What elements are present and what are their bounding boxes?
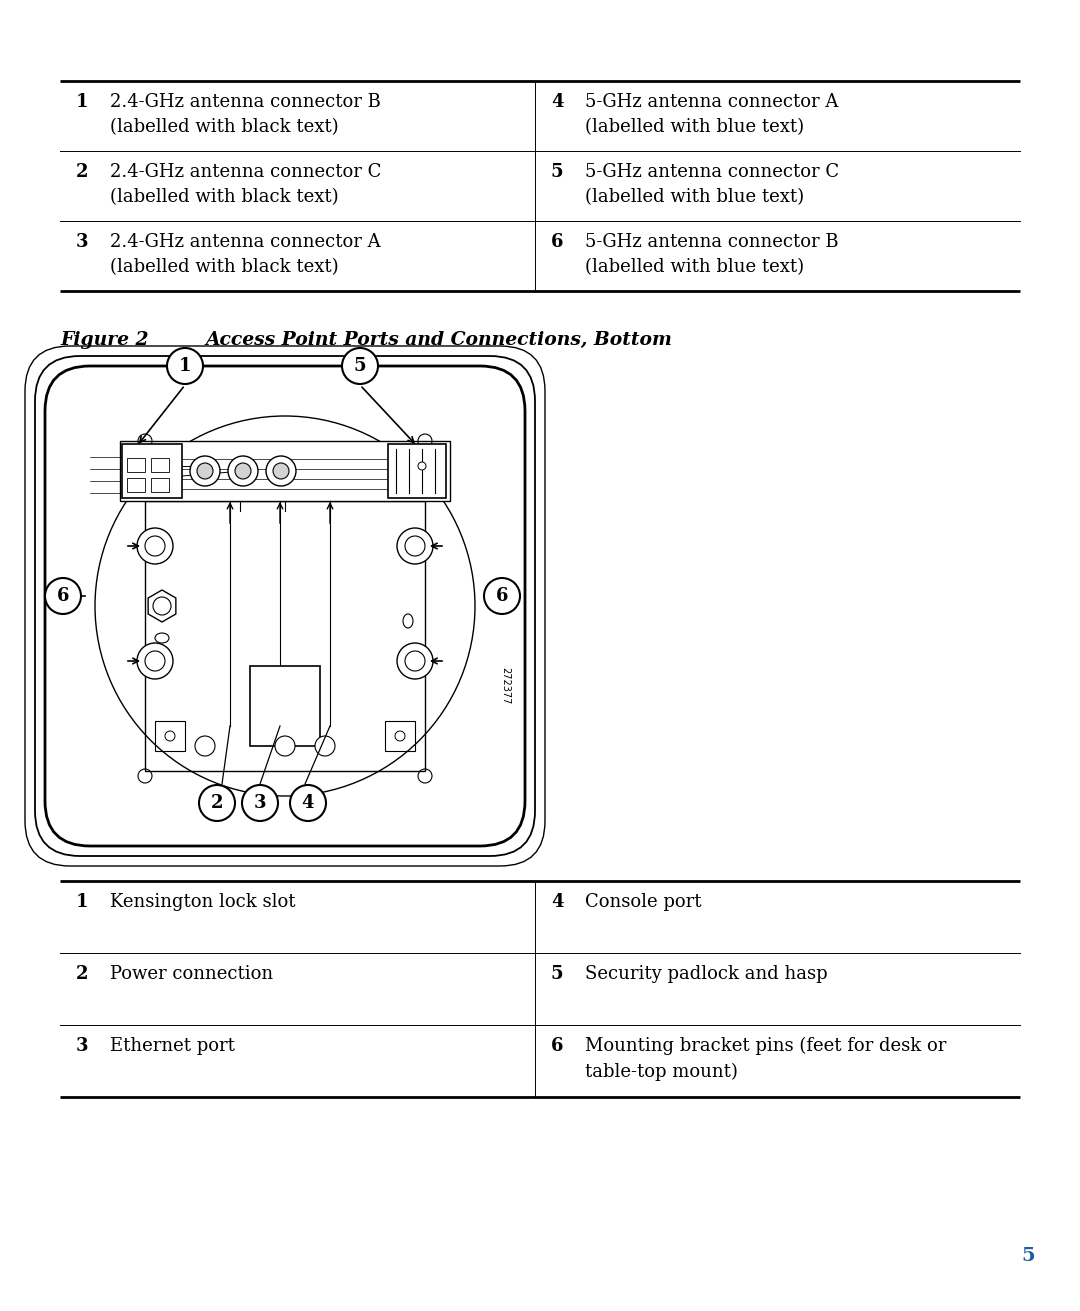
Text: Figure 2: Figure 2 <box>60 330 149 349</box>
Bar <box>127 479 145 492</box>
Circle shape <box>405 536 426 556</box>
Circle shape <box>242 785 278 821</box>
Circle shape <box>197 463 213 479</box>
Circle shape <box>291 785 326 821</box>
Circle shape <box>45 578 81 614</box>
Circle shape <box>484 578 519 614</box>
Text: Ethernet port: Ethernet port <box>110 1037 234 1055</box>
Circle shape <box>397 528 433 564</box>
Text: 5-GHz antenna connector A
(labelled with blue text): 5-GHz antenna connector A (labelled with… <box>585 93 838 136</box>
Circle shape <box>190 456 220 486</box>
Circle shape <box>145 536 165 556</box>
Text: 4: 4 <box>551 93 564 111</box>
Bar <box>388 444 446 498</box>
Bar <box>384 721 415 751</box>
Text: 2.4-GHz antenna connector B
(labelled with black text): 2.4-GHz antenna connector B (labelled wi… <box>110 93 381 136</box>
Text: 6: 6 <box>496 587 509 604</box>
Text: 2.4-GHz antenna connector A
(labelled with black text): 2.4-GHz antenna connector A (labelled wi… <box>110 233 380 277</box>
Text: 1: 1 <box>76 893 89 911</box>
Circle shape <box>235 463 251 479</box>
Circle shape <box>137 642 173 679</box>
Text: 2: 2 <box>76 163 89 181</box>
Circle shape <box>228 456 258 486</box>
Text: 6: 6 <box>551 1037 564 1055</box>
Circle shape <box>195 735 215 756</box>
Text: 3: 3 <box>254 794 267 812</box>
Circle shape <box>273 463 289 479</box>
Text: 3: 3 <box>76 233 89 250</box>
Text: Power connection: Power connection <box>110 965 273 983</box>
Text: 2: 2 <box>76 965 89 983</box>
Text: Security padlock and hasp: Security padlock and hasp <box>585 965 827 983</box>
Bar <box>249 666 320 746</box>
FancyBboxPatch shape <box>45 366 525 846</box>
Circle shape <box>199 785 235 821</box>
Text: 5-GHz antenna connector C
(labelled with blue text): 5-GHz antenna connector C (labelled with… <box>585 163 839 206</box>
Text: Console port: Console port <box>585 893 702 911</box>
Text: 6: 6 <box>551 233 564 250</box>
Bar <box>120 440 450 501</box>
Circle shape <box>145 652 165 671</box>
Text: 2.4-GHz antenna connector C
(labelled with black text): 2.4-GHz antenna connector C (labelled wi… <box>110 163 381 206</box>
Circle shape <box>418 461 426 471</box>
Text: 5: 5 <box>551 163 564 181</box>
Circle shape <box>342 347 378 384</box>
Text: Access Point Ports and Connections, Bottom: Access Point Ports and Connections, Bott… <box>205 330 672 349</box>
Text: 2: 2 <box>211 794 224 812</box>
Bar <box>156 721 185 751</box>
Bar <box>122 444 183 498</box>
Text: 3: 3 <box>76 1037 89 1055</box>
Text: 272377: 272377 <box>500 667 510 705</box>
Text: 1: 1 <box>179 357 191 375</box>
Circle shape <box>315 735 335 756</box>
Text: 6: 6 <box>57 587 69 604</box>
Circle shape <box>266 456 296 486</box>
Circle shape <box>275 735 295 756</box>
Circle shape <box>397 642 433 679</box>
Bar <box>145 501 426 771</box>
Circle shape <box>137 528 173 564</box>
Text: 5: 5 <box>1022 1247 1035 1265</box>
Bar <box>127 458 145 472</box>
Text: Kensington lock slot: Kensington lock slot <box>110 893 296 911</box>
Text: 5-GHz antenna connector B
(labelled with blue text): 5-GHz antenna connector B (labelled with… <box>585 233 839 277</box>
Text: 4: 4 <box>551 893 564 911</box>
Text: 5: 5 <box>551 965 564 983</box>
Circle shape <box>405 652 426 671</box>
Bar <box>151 458 168 472</box>
Text: 4: 4 <box>301 794 314 812</box>
Bar <box>151 479 168 492</box>
Text: 5: 5 <box>353 357 366 375</box>
Text: 1: 1 <box>76 93 89 111</box>
Text: Mounting bracket pins (feet for desk or
table-top mount): Mounting bracket pins (feet for desk or … <box>585 1037 946 1080</box>
Circle shape <box>167 347 203 384</box>
